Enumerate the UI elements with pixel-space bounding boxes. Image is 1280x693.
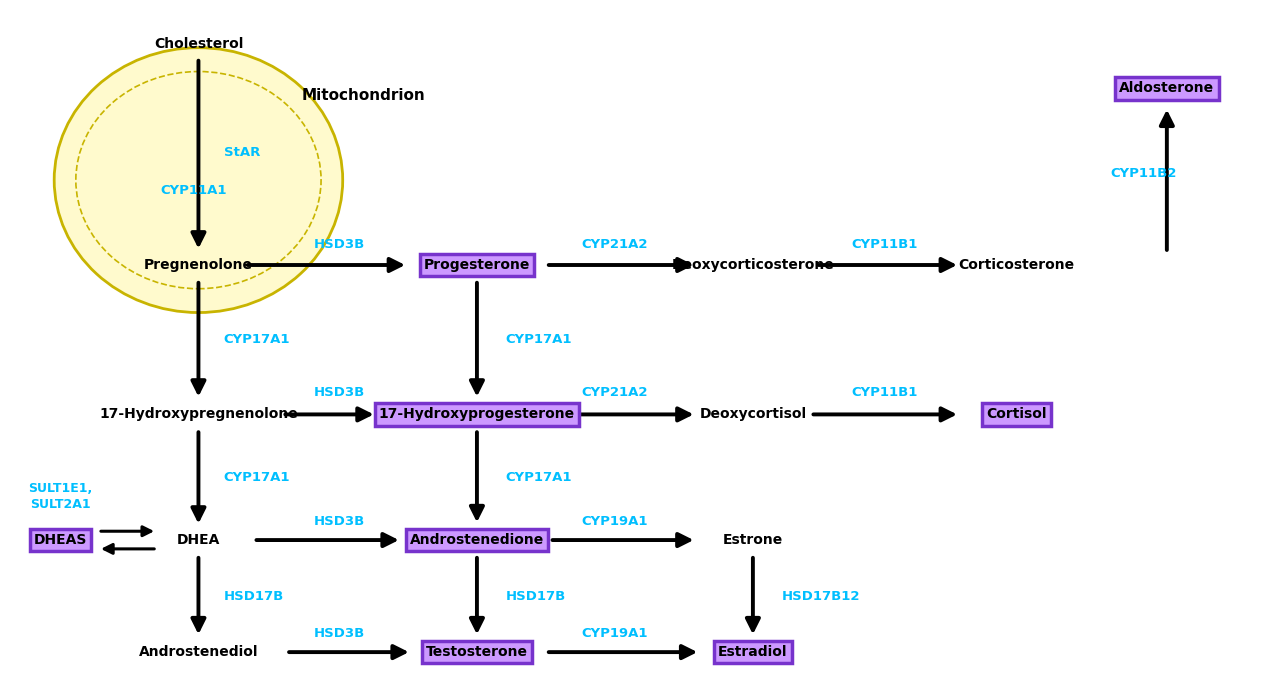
- Text: Testosterone: Testosterone: [426, 645, 527, 659]
- Text: HSD3B: HSD3B: [314, 238, 365, 252]
- Text: HSD17B12: HSD17B12: [782, 590, 860, 603]
- Text: StAR: StAR: [224, 146, 260, 159]
- Text: Estrone: Estrone: [723, 533, 783, 547]
- Text: Deoxycorticosterone: Deoxycorticosterone: [672, 258, 835, 272]
- Text: DHEAS: DHEAS: [33, 533, 87, 547]
- Text: HSD3B: HSD3B: [314, 387, 365, 399]
- Text: Cortisol: Cortisol: [986, 407, 1047, 421]
- Text: Corticosterone: Corticosterone: [959, 258, 1074, 272]
- Text: Androstenediol: Androstenediol: [138, 645, 259, 659]
- Text: CYP19A1: CYP19A1: [581, 627, 648, 640]
- Text: SULT1E1,
SULT2A1: SULT1E1, SULT2A1: [28, 482, 92, 511]
- Text: Aldosterone: Aldosterone: [1119, 81, 1215, 96]
- Text: CYP21A2: CYP21A2: [581, 238, 648, 252]
- Text: Deoxycortisol: Deoxycortisol: [699, 407, 806, 421]
- Text: Progesterone: Progesterone: [424, 258, 530, 272]
- Text: Pregnenolone: Pregnenolone: [143, 258, 253, 272]
- Text: CYP11B1: CYP11B1: [851, 387, 918, 399]
- Text: Estradiol: Estradiol: [718, 645, 787, 659]
- Text: 17-Hydroxypregnenolone: 17-Hydroxypregnenolone: [99, 407, 298, 421]
- Text: Mitochondrion: Mitochondrion: [301, 88, 425, 103]
- Ellipse shape: [54, 48, 343, 313]
- Text: Androstenedione: Androstenedione: [410, 533, 544, 547]
- Text: HSD3B: HSD3B: [314, 627, 365, 640]
- Text: CYP11B2: CYP11B2: [1111, 167, 1176, 179]
- Text: CYP17A1: CYP17A1: [224, 333, 291, 346]
- Text: CYP17A1: CYP17A1: [506, 333, 572, 346]
- Text: HSD17B: HSD17B: [506, 590, 566, 603]
- Text: HSD3B: HSD3B: [314, 515, 365, 528]
- Text: CYP21A2: CYP21A2: [581, 387, 648, 399]
- Text: CYP19A1: CYP19A1: [581, 515, 648, 528]
- Text: CYP17A1: CYP17A1: [506, 471, 572, 484]
- Text: CYP17A1: CYP17A1: [224, 471, 291, 484]
- Text: DHEA: DHEA: [177, 533, 220, 547]
- Text: 17-Hydroxyprogesterone: 17-Hydroxyprogesterone: [379, 407, 575, 421]
- Text: Cholesterol: Cholesterol: [154, 37, 243, 51]
- Text: HSD17B: HSD17B: [224, 590, 284, 603]
- Text: CYP11B1: CYP11B1: [851, 238, 918, 252]
- Text: CYP11A1: CYP11A1: [161, 184, 228, 197]
